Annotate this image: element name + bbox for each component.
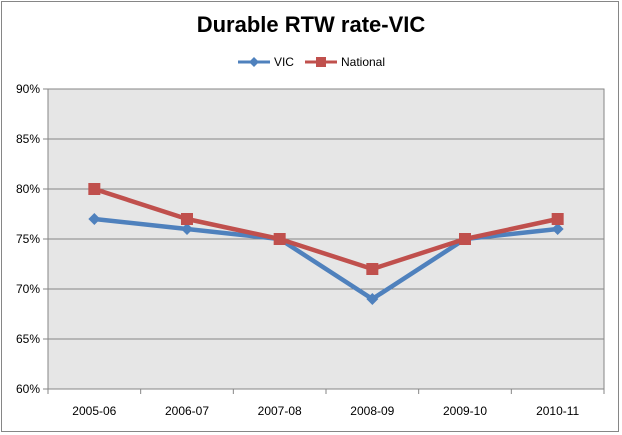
data-point-national [181, 213, 193, 225]
data-point-vic [181, 223, 193, 235]
data-point-national [551, 213, 564, 225]
y-tick-label: 90% [16, 82, 40, 96]
data-point-vic [551, 223, 564, 235]
legend-item-national: National [304, 55, 385, 69]
series-line-national [93, 186, 559, 272]
x-tick-label: 2008-09 [350, 404, 394, 418]
y-tick-label: 85% [16, 132, 40, 146]
data-point-national [366, 263, 379, 275]
legend: VIC National [0, 54, 622, 70]
data-point-national [459, 233, 471, 245]
x-tick-label: 2006-07 [165, 404, 209, 418]
legend-label-vic: VIC [273, 55, 294, 69]
chart-title: Durable RTW rate-VIC [196, 12, 426, 37]
y-tick-label: 80% [16, 182, 40, 196]
x-tick-label: 2005-06 [72, 404, 116, 418]
legend-swatch-national [304, 57, 337, 67]
data-point-vic [366, 293, 379, 305]
legend-swatch-vic [237, 57, 270, 67]
y-tick-label: 75% [16, 232, 40, 246]
legend-label-national: National [340, 55, 386, 69]
legend-item-vic: VIC [237, 55, 294, 69]
y-tick-label: 60% [16, 382, 40, 396]
data-point-national [273, 233, 286, 245]
y-tick-label: 65% [16, 332, 40, 346]
data-point-national [88, 183, 101, 195]
data-point-vic [88, 213, 101, 225]
x-tick-label: 2009-10 [443, 404, 487, 418]
x-tick-label: 2007-08 [258, 404, 302, 418]
x-tick-label: 2010-11 [536, 404, 579, 418]
y-tick-label: 70% [16, 282, 40, 296]
